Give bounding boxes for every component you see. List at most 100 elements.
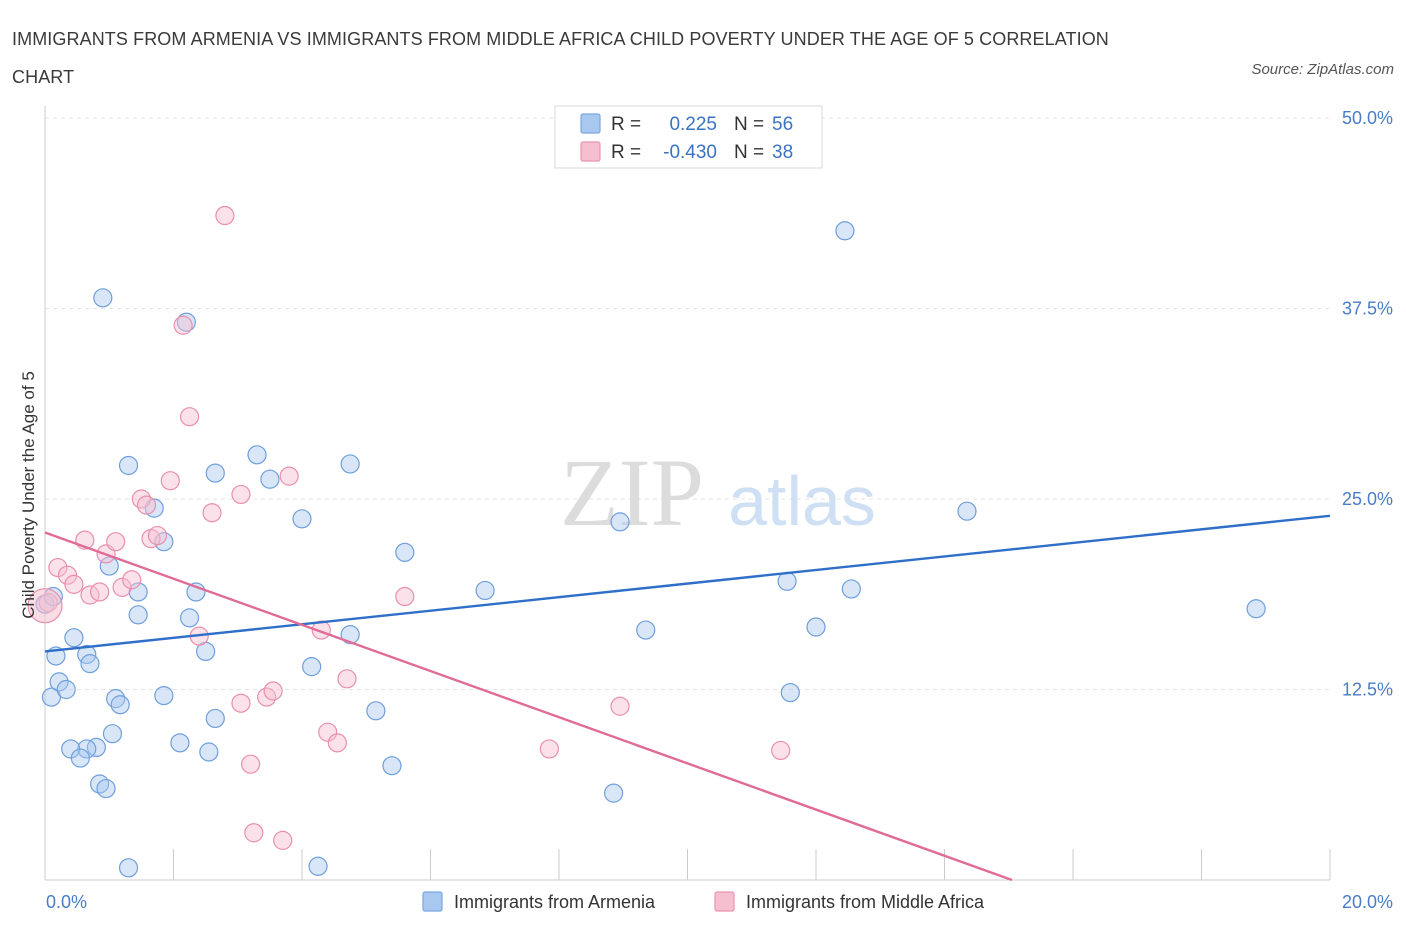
y-tick-label: 50.0% bbox=[1342, 108, 1393, 128]
point-armenia bbox=[247, 445, 267, 465]
legend-n-value-middle-africa: 38 bbox=[772, 142, 793, 163]
bottom-legend-swatch-middle-africa bbox=[714, 891, 735, 912]
point-armenia bbox=[780, 682, 800, 703]
legend-swatch-middle-africa bbox=[580, 141, 601, 162]
point-middle-africa bbox=[395, 586, 415, 607]
correlation-legend: R = 0.225 N = 56 R = -0.430 N = 38 bbox=[554, 105, 823, 169]
watermark-zip: ZIP bbox=[560, 439, 704, 546]
point-armenia bbox=[835, 221, 855, 241]
trend-lines bbox=[44, 514, 1331, 882]
point-middle-africa bbox=[112, 577, 132, 597]
point-middle-africa bbox=[610, 696, 630, 716]
trend-line-armenia bbox=[44, 514, 1331, 653]
y-axis-label: Child Poverty Under the Age of 5 bbox=[19, 371, 38, 619]
point-armenia bbox=[260, 469, 280, 489]
point-armenia bbox=[86, 737, 107, 758]
point-armenia bbox=[80, 653, 100, 674]
source-label: Source: ZipAtlas.com bbox=[1251, 61, 1394, 78]
legend-r-value-middle-africa: -0.430 bbox=[663, 142, 717, 163]
point-armenia bbox=[777, 571, 797, 591]
point-armenia bbox=[49, 672, 69, 692]
point-middle-africa bbox=[90, 582, 110, 602]
y-tick-label: 37.5% bbox=[1342, 299, 1393, 319]
point-middle-africa bbox=[337, 669, 357, 689]
point-armenia bbox=[170, 733, 190, 753]
point-armenia bbox=[110, 695, 130, 715]
grid-lines bbox=[45, 117, 1330, 690]
point-armenia bbox=[199, 742, 219, 762]
point-armenia bbox=[64, 628, 84, 648]
x-tick-label: 20.0% bbox=[1342, 892, 1393, 912]
point-armenia bbox=[604, 783, 624, 803]
point-middle-africa bbox=[136, 495, 157, 515]
point-armenia bbox=[96, 778, 116, 799]
point-armenia bbox=[179, 608, 200, 628]
point-middle-africa bbox=[27, 588, 63, 624]
point-armenia bbox=[841, 579, 861, 599]
legend-r-label-middle-africa: R = bbox=[611, 142, 641, 163]
y-tick-label: 12.5% bbox=[1342, 680, 1393, 700]
x-tick-label: 0.0% bbox=[46, 892, 87, 912]
point-armenia bbox=[93, 288, 113, 308]
trend-line-middle-africa bbox=[44, 531, 1013, 882]
point-armenia bbox=[395, 542, 415, 562]
legend-n-value-armenia: 56 bbox=[772, 114, 793, 135]
point-armenia bbox=[128, 605, 148, 625]
point-middle-africa bbox=[771, 740, 791, 761]
point-armenia bbox=[154, 685, 174, 706]
point-armenia bbox=[610, 512, 630, 532]
point-armenia bbox=[340, 625, 360, 645]
point-armenia bbox=[205, 463, 225, 483]
point-armenia bbox=[308, 856, 328, 876]
point-armenia bbox=[806, 617, 826, 637]
point-middle-africa bbox=[106, 532, 126, 552]
point-armenia bbox=[70, 748, 90, 768]
point-middle-africa bbox=[131, 489, 151, 509]
point-armenia bbox=[292, 509, 312, 529]
point-armenia bbox=[176, 312, 196, 332]
point-middle-africa bbox=[231, 693, 251, 713]
point-middle-africa bbox=[173, 315, 193, 335]
point-middle-africa bbox=[215, 205, 235, 226]
bottom-legend-label-middle-africa: Immigrants from Middle Africa bbox=[746, 892, 985, 912]
bottom-legend-label-armenia: Immigrants from Armenia bbox=[454, 892, 656, 912]
point-armenia bbox=[475, 580, 495, 601]
point-middle-africa bbox=[147, 525, 168, 546]
point-armenia bbox=[366, 701, 386, 721]
point-armenia bbox=[382, 756, 402, 776]
point-armenia bbox=[99, 556, 119, 576]
point-middle-africa bbox=[279, 466, 299, 486]
legend-swatch-armenia bbox=[580, 113, 601, 134]
point-middle-africa bbox=[327, 733, 347, 753]
tick-labels: 12.5% 25.0% 37.5% 50.0% 0.0% 20.0% bbox=[46, 108, 1393, 912]
point-armenia bbox=[118, 455, 139, 476]
point-middle-africa bbox=[64, 574, 84, 594]
point-armenia bbox=[636, 620, 656, 640]
legend-n-label-armenia: N = bbox=[734, 114, 764, 135]
point-middle-africa bbox=[241, 754, 261, 774]
bottom-legend-swatch-armenia bbox=[422, 891, 443, 912]
point-armenia bbox=[1246, 599, 1266, 619]
point-armenia bbox=[205, 708, 225, 729]
y-tick-label: 25.0% bbox=[1342, 489, 1393, 509]
point-armenia bbox=[118, 858, 139, 878]
point-middle-africa bbox=[244, 823, 264, 843]
point-middle-africa bbox=[179, 407, 200, 427]
watermark: ZIP atlas bbox=[560, 439, 876, 546]
point-middle-africa bbox=[318, 722, 338, 742]
chart-title: IMMIGRANTS FROM ARMENIA VS IMMIGRANTS FR… bbox=[12, 29, 1109, 87]
point-middle-africa bbox=[273, 830, 293, 850]
point-armenia bbox=[957, 501, 977, 521]
point-armenia bbox=[56, 679, 76, 700]
legend-n-label-middle-africa: N = bbox=[734, 142, 764, 163]
point-middle-africa bbox=[231, 484, 251, 505]
point-middle-africa bbox=[122, 570, 142, 590]
watermark-atlas: atlas bbox=[728, 462, 876, 540]
legend-r-value-armenia: 0.225 bbox=[669, 114, 717, 135]
data-points bbox=[27, 205, 1266, 878]
point-middle-africa bbox=[539, 739, 559, 759]
point-middle-africa bbox=[263, 681, 283, 701]
point-armenia bbox=[128, 582, 148, 602]
point-middle-africa bbox=[202, 503, 222, 523]
